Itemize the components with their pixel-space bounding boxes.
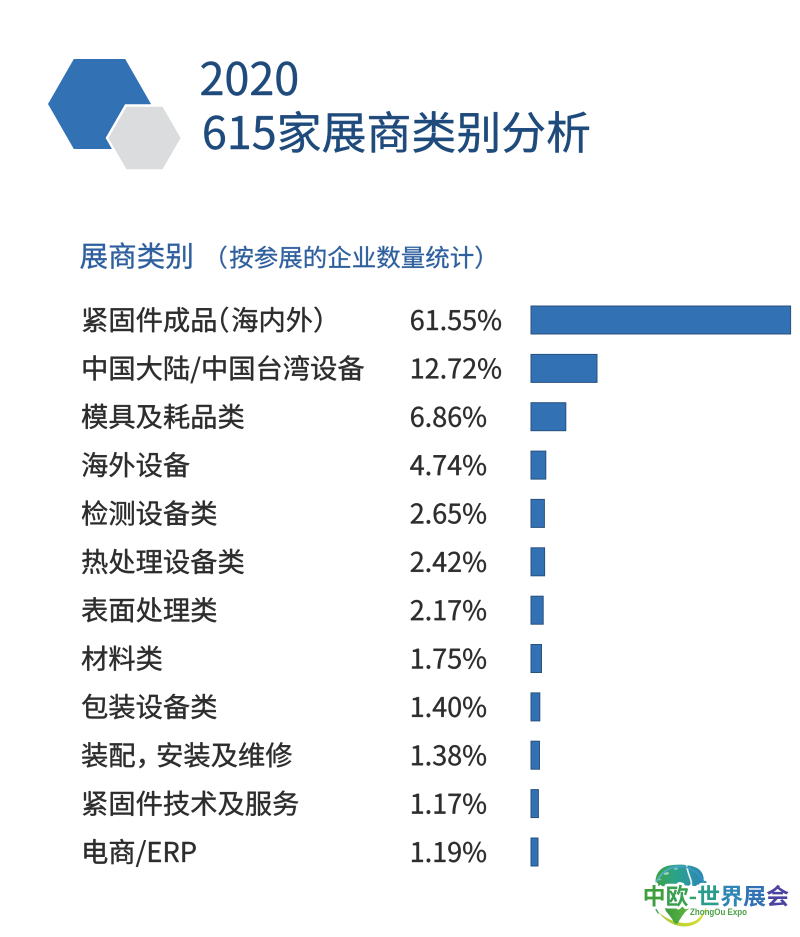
svg-text:ZhongOu Expo: ZhongOu Expo [690, 907, 747, 917]
